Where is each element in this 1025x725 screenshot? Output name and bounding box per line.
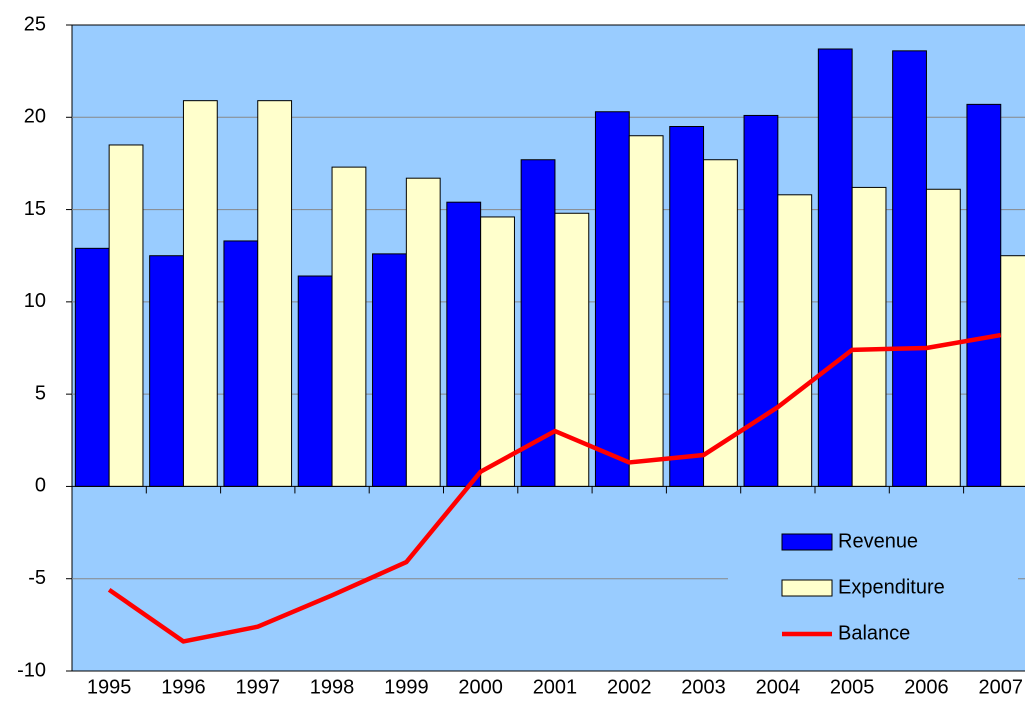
bar <box>108 144 144 487</box>
bar <box>851 186 887 487</box>
x-tick-label: 1995 <box>87 676 132 698</box>
bar <box>297 275 333 487</box>
legend-label: Balance <box>838 622 910 644</box>
legend-label: Expenditure <box>838 576 945 598</box>
bar <box>1000 255 1025 487</box>
legend <box>728 518 1018 658</box>
y-tick-label: 10 <box>24 290 46 312</box>
x-tick-label: 2000 <box>458 676 503 698</box>
bar <box>817 48 853 487</box>
bar <box>594 111 630 487</box>
bar <box>372 253 407 487</box>
bar <box>182 100 218 487</box>
bar <box>892 50 927 487</box>
legend-swatch <box>781 579 833 597</box>
x-tick-label: 2005 <box>830 676 875 698</box>
y-tick-label: -10 <box>17 659 46 681</box>
bar <box>74 247 110 487</box>
y-tick-label: 20 <box>24 106 46 128</box>
x-tick-label: 1998 <box>310 676 355 698</box>
bar <box>520 159 556 487</box>
x-tick-label: 1996 <box>161 676 206 698</box>
bar <box>480 216 515 487</box>
y-tick-label: 0 <box>35 475 46 497</box>
x-tick-label: 2007 <box>979 676 1024 698</box>
y-tick-label: 25 <box>24 13 46 35</box>
x-tick-label: 1997 <box>236 676 281 698</box>
line-series <box>107 332 1002 644</box>
bars <box>72 48 1025 487</box>
bar <box>628 135 664 487</box>
x-tick-label: 2004 <box>756 676 801 698</box>
x-tick-label: 2001 <box>533 676 578 698</box>
bar <box>257 100 293 487</box>
y-tick-label: -5 <box>28 567 46 589</box>
bar <box>743 114 779 487</box>
bar <box>966 103 1002 487</box>
x-tick-label: 1999 <box>384 676 429 698</box>
bar <box>777 194 813 487</box>
x-tick-label: 2006 <box>904 676 949 698</box>
bar <box>331 166 367 487</box>
bar <box>669 126 705 487</box>
bar <box>149 255 184 487</box>
legend-swatch <box>781 533 833 551</box>
legend-box <box>728 518 1018 658</box>
x-tick-label: 2002 <box>607 676 652 698</box>
legend-label: Revenue <box>838 530 918 552</box>
y-tick-label: 5 <box>35 382 46 404</box>
bar <box>446 201 482 487</box>
y-tick-label: 15 <box>24 198 46 220</box>
bar <box>925 188 961 487</box>
x-tick-label: 2003 <box>681 676 726 698</box>
bar <box>703 159 738 487</box>
bar <box>223 240 259 487</box>
bar <box>405 177 441 487</box>
